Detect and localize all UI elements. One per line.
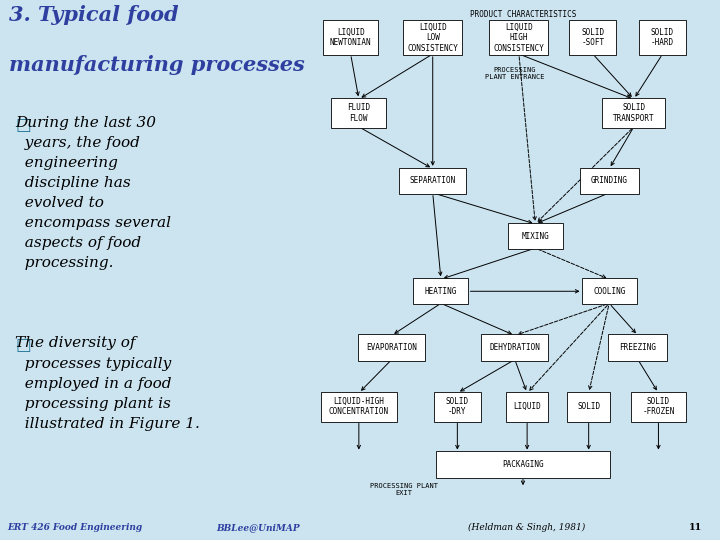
FancyBboxPatch shape xyxy=(323,21,378,55)
Text: LIQUID
LOW
CONSISTENCY: LIQUID LOW CONSISTENCY xyxy=(408,23,458,52)
FancyBboxPatch shape xyxy=(602,98,665,128)
Text: FLUID
FLOW: FLUID FLOW xyxy=(347,103,370,123)
FancyBboxPatch shape xyxy=(608,334,667,361)
Text: SOLID
TRANSPORT: SOLID TRANSPORT xyxy=(613,103,654,123)
FancyBboxPatch shape xyxy=(631,392,686,422)
Text: LIQUID
NEWTONIAN: LIQUID NEWTONIAN xyxy=(330,28,372,48)
Text: □: □ xyxy=(16,116,31,133)
FancyBboxPatch shape xyxy=(413,278,469,305)
Text: The diversity of
  processes typically
  employed in a food
  processing plant i: The diversity of processes typically emp… xyxy=(16,336,200,431)
Text: EVAPORATION: EVAPORATION xyxy=(366,343,417,352)
Text: PACKAGING: PACKAGING xyxy=(502,460,544,469)
FancyBboxPatch shape xyxy=(399,168,467,194)
FancyBboxPatch shape xyxy=(639,21,686,55)
FancyBboxPatch shape xyxy=(481,334,549,361)
Text: FREEZING: FREEZING xyxy=(619,343,657,352)
Text: SOLID
-HARD: SOLID -HARD xyxy=(651,28,674,48)
Text: HEATING: HEATING xyxy=(425,287,457,296)
Text: During the last 30
  years, the food
  engineering
  discipline has
  evolved to: During the last 30 years, the food engin… xyxy=(16,116,171,270)
Text: LIQUID
HIGH
CONSISTENCY: LIQUID HIGH CONSISTENCY xyxy=(493,23,544,52)
Text: SOLID
-FROZEN: SOLID -FROZEN xyxy=(642,397,675,416)
Text: COOLING: COOLING xyxy=(593,287,626,296)
Text: SEPARATION: SEPARATION xyxy=(410,176,456,185)
Text: DEHYDRATION: DEHYDRATION xyxy=(490,343,540,352)
FancyBboxPatch shape xyxy=(508,223,563,249)
Text: SOLID
-DRY: SOLID -DRY xyxy=(446,397,469,416)
FancyBboxPatch shape xyxy=(403,21,462,55)
Text: LIQUID: LIQUID xyxy=(513,402,541,411)
Text: ERT 426 Food Engineering: ERT 426 Food Engineering xyxy=(7,523,143,532)
FancyBboxPatch shape xyxy=(505,392,549,422)
Text: PROCESSING
PLANT ENTRANCE: PROCESSING PLANT ENTRANCE xyxy=(485,68,544,80)
Text: □: □ xyxy=(16,336,31,354)
Text: (Heldman & Singh, 1981): (Heldman & Singh, 1981) xyxy=(468,523,585,532)
Text: LIQUID-HIGH
CONCENTRATION: LIQUID-HIGH CONCENTRATION xyxy=(329,397,389,416)
Text: 3. Typical food: 3. Typical food xyxy=(9,5,179,25)
Text: 11: 11 xyxy=(689,523,702,532)
FancyBboxPatch shape xyxy=(580,168,639,194)
Text: SOLID: SOLID xyxy=(577,402,600,411)
Text: BBLee@UniMAP: BBLee@UniMAP xyxy=(216,523,300,532)
Text: manufacturing processes: manufacturing processes xyxy=(9,55,305,75)
Text: SOLID
-SOFT: SOLID -SOFT xyxy=(581,28,604,48)
FancyBboxPatch shape xyxy=(570,21,616,55)
FancyBboxPatch shape xyxy=(436,451,610,477)
Text: PRODUCT CHARACTERISTICS: PRODUCT CHARACTERISTICS xyxy=(470,10,576,19)
FancyBboxPatch shape xyxy=(490,21,549,55)
FancyBboxPatch shape xyxy=(358,334,426,361)
FancyBboxPatch shape xyxy=(567,392,610,422)
Text: GRINDING: GRINDING xyxy=(590,176,628,185)
FancyBboxPatch shape xyxy=(321,392,397,422)
Text: PROCESSING PLANT
EXIT: PROCESSING PLANT EXIT xyxy=(370,483,438,496)
FancyBboxPatch shape xyxy=(434,392,481,422)
FancyBboxPatch shape xyxy=(331,98,387,128)
FancyBboxPatch shape xyxy=(582,278,636,305)
Text: MIXING: MIXING xyxy=(521,232,549,240)
